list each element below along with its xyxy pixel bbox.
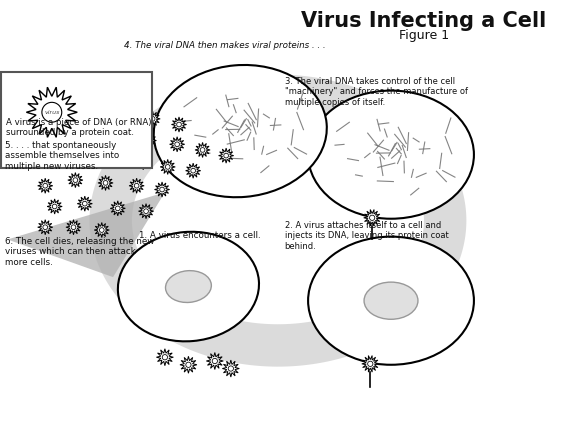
Polygon shape [172,117,186,132]
Text: 5. . . . that spontaneously
assemble themselves into
multiple new viruses.: 5. . . . that spontaneously assemble the… [5,141,119,171]
Circle shape [43,225,47,229]
Circle shape [162,354,167,360]
Polygon shape [118,107,133,122]
Polygon shape [138,204,154,219]
Circle shape [141,160,146,164]
Polygon shape [38,178,53,193]
Polygon shape [38,220,53,235]
Circle shape [177,122,181,127]
Polygon shape [145,111,160,126]
Text: virus: virus [44,110,59,115]
Circle shape [103,181,108,185]
Ellipse shape [118,232,259,341]
Text: Figure 1: Figure 1 [399,29,449,42]
Circle shape [160,187,164,192]
Polygon shape [106,152,120,167]
Polygon shape [219,148,234,163]
Text: Virus Infecting a Cell: Virus Infecting a Cell [301,11,546,31]
Circle shape [111,157,115,162]
Circle shape [99,228,104,232]
Ellipse shape [166,271,211,302]
Polygon shape [27,87,77,137]
Polygon shape [47,199,62,214]
Text: 6. The cell dies, releasing the new
viruses which can then attack
more cells.: 6. The cell dies, releasing the new viru… [5,237,154,267]
Circle shape [43,183,47,188]
Polygon shape [75,149,90,164]
Circle shape [144,209,149,213]
Polygon shape [77,196,92,211]
Circle shape [115,206,120,211]
Circle shape [53,204,57,209]
Circle shape [71,225,76,229]
Polygon shape [154,182,170,197]
Circle shape [370,215,375,221]
Circle shape [368,361,373,366]
Circle shape [81,154,85,159]
Circle shape [87,131,92,135]
Polygon shape [7,192,165,277]
Polygon shape [157,349,173,366]
Polygon shape [110,201,125,216]
Polygon shape [89,103,103,118]
Polygon shape [44,154,59,169]
Polygon shape [82,126,97,141]
Polygon shape [362,355,379,372]
Polygon shape [58,107,73,122]
Circle shape [118,133,123,138]
Polygon shape [113,128,128,143]
Circle shape [94,108,98,113]
Polygon shape [206,353,223,370]
Circle shape [146,138,151,143]
Circle shape [191,168,195,173]
Ellipse shape [364,282,418,319]
Circle shape [56,135,61,140]
Polygon shape [98,175,113,191]
Polygon shape [51,130,66,145]
Polygon shape [223,360,240,377]
Circle shape [50,159,54,164]
Text: 2. A virus attaches itself to a cell and
injects its DNA, leaving its protein co: 2. A virus attaches itself to a cell and… [285,221,448,251]
Polygon shape [94,222,109,237]
Polygon shape [170,137,185,152]
Polygon shape [186,163,201,178]
Polygon shape [136,155,151,170]
Polygon shape [68,172,83,188]
Circle shape [175,142,180,147]
Polygon shape [195,142,210,157]
Circle shape [228,366,233,371]
Circle shape [212,358,218,364]
Polygon shape [141,133,157,148]
Polygon shape [364,210,381,226]
Text: 4. The viral DNA then makes viral proteins . . .: 4. The viral DNA then makes viral protei… [124,41,326,50]
FancyBboxPatch shape [1,72,151,168]
Text: 1. A virus encounters a cell.: 1. A virus encounters a cell. [140,231,261,240]
Circle shape [166,164,170,169]
Polygon shape [180,356,197,373]
Polygon shape [129,178,144,193]
Circle shape [200,148,205,152]
Ellipse shape [154,65,327,197]
Circle shape [150,117,155,121]
Polygon shape [89,75,466,367]
Text: 3. The viral DNA takes control of the cell
"machinery" and forces the manufactur: 3. The viral DNA takes control of the ce… [285,77,468,107]
Circle shape [42,103,62,122]
Circle shape [64,112,68,117]
Text: A virus is a piece of DNA (or RNA)
surrounded by a protein coat.: A virus is a piece of DNA (or RNA) surro… [6,118,151,137]
Circle shape [134,183,139,188]
Circle shape [123,112,128,117]
Polygon shape [66,220,81,235]
Circle shape [73,178,78,183]
Ellipse shape [308,91,474,219]
Circle shape [224,153,228,158]
Circle shape [186,362,191,367]
Polygon shape [160,160,175,175]
Ellipse shape [308,236,474,365]
Circle shape [82,201,87,206]
